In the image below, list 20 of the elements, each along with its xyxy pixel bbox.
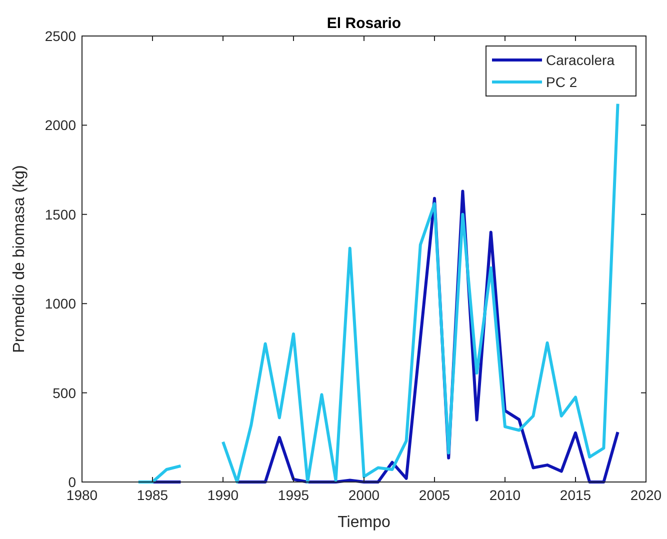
x-tick-label: 2000 [348, 487, 380, 503]
y-tick-label: 0 [68, 474, 76, 490]
x-tick-label: 2020 [630, 487, 662, 503]
x-tick-label: 1995 [278, 487, 310, 503]
y-tick-label: 2500 [44, 28, 76, 44]
y-tick-label: 500 [52, 384, 76, 401]
y-tick-label: 2000 [44, 117, 76, 134]
x-axis-title: Tiempo [338, 514, 390, 531]
x-tick-label: 2010 [489, 487, 521, 503]
x-tick-label: 1985 [136, 487, 168, 503]
legend-label: PC 2 [546, 74, 578, 90]
y-tick-label: 1500 [44, 206, 76, 222]
x-tick-label: 1990 [207, 487, 239, 503]
chart-title: El Rosario [326, 15, 402, 32]
x-tick-label: 2015 [560, 487, 592, 503]
x-tick-label: 2005 [418, 487, 450, 503]
x-tick-label: 1980 [66, 487, 98, 503]
y-axis-title: Promedio de biomasa (kg) [11, 165, 28, 353]
legend-label: Caracolera [546, 52, 615, 68]
y-tick-label: 1000 [44, 296, 76, 312]
